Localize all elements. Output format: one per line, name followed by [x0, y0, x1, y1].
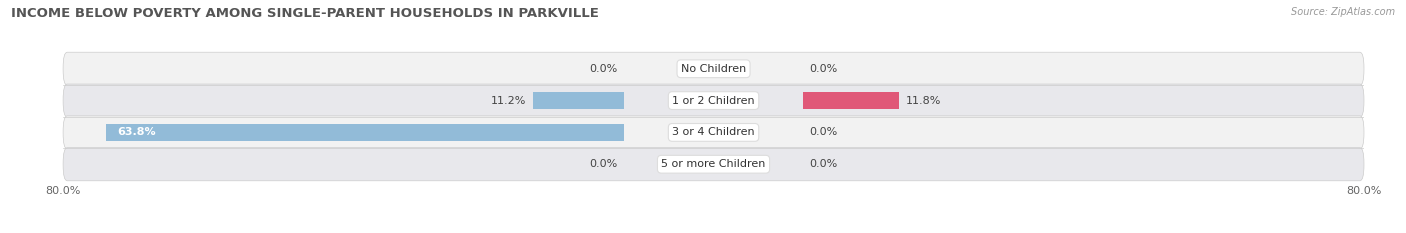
Text: 5 or more Children: 5 or more Children — [661, 159, 766, 169]
Text: 0.0%: 0.0% — [810, 127, 838, 137]
FancyBboxPatch shape — [63, 148, 1364, 181]
Text: 0.0%: 0.0% — [589, 159, 617, 169]
Text: No Children: No Children — [681, 64, 747, 74]
FancyBboxPatch shape — [803, 92, 898, 109]
Text: 0.0%: 0.0% — [810, 159, 838, 169]
Text: 63.8%: 63.8% — [118, 127, 156, 137]
FancyBboxPatch shape — [63, 116, 1364, 149]
Text: 3 or 4 Children: 3 or 4 Children — [672, 127, 755, 137]
Text: Source: ZipAtlas.com: Source: ZipAtlas.com — [1291, 7, 1395, 17]
Text: 0.0%: 0.0% — [589, 64, 617, 74]
FancyBboxPatch shape — [63, 84, 1364, 117]
FancyBboxPatch shape — [105, 124, 624, 141]
Text: 11.2%: 11.2% — [491, 96, 527, 106]
Text: 11.8%: 11.8% — [905, 96, 941, 106]
Text: 0.0%: 0.0% — [810, 64, 838, 74]
Text: 1 or 2 Children: 1 or 2 Children — [672, 96, 755, 106]
FancyBboxPatch shape — [533, 92, 624, 109]
Text: INCOME BELOW POVERTY AMONG SINGLE-PARENT HOUSEHOLDS IN PARKVILLE: INCOME BELOW POVERTY AMONG SINGLE-PARENT… — [11, 7, 599, 20]
FancyBboxPatch shape — [63, 52, 1364, 85]
